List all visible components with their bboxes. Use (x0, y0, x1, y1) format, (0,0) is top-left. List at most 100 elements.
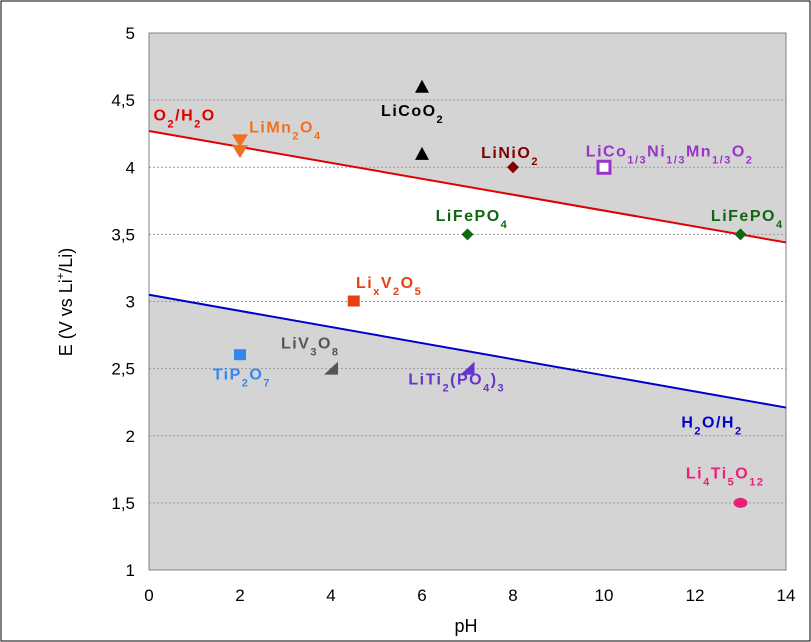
label-subscript: 5 (728, 477, 736, 489)
point-lifepo4 (461, 228, 474, 241)
label-text: O (401, 275, 415, 292)
point-limn2o4 (232, 145, 248, 159)
line-o2h2o (148, 130, 787, 244)
label-text: Ti (711, 466, 728, 483)
label-text: LiV (281, 335, 310, 352)
label-text: O (202, 107, 216, 124)
x-tick-label: 4 (326, 586, 335, 605)
point-licoo2 (415, 146, 429, 160)
label-liconimno2: LiCo1/3Ni1/3Mn1/3O2 (586, 144, 754, 167)
label-subscript: 8 (332, 346, 340, 358)
y-tick-label: 1,5 (111, 494, 135, 513)
y-tick-label: 3 (126, 293, 135, 312)
label-subscript: 2 (531, 156, 539, 168)
y-tick-label: 4,5 (111, 91, 135, 110)
label-text: LiCo (586, 144, 628, 161)
label-tip2o7: TiP2O7 (213, 366, 271, 389)
label-text: TiP (213, 366, 242, 383)
x-axis-label: pH (454, 616, 477, 636)
label-text: /H (175, 107, 194, 124)
label-subscript: 2 (242, 377, 250, 389)
y-axis-label-rest: /Li) (56, 248, 76, 273)
point-limn2o4 (232, 134, 248, 148)
point-lixv2o5 (347, 295, 360, 307)
label-subscript: 1/3 (712, 155, 732, 167)
y-tick-label: 4 (126, 158, 135, 177)
label-text: V (381, 275, 393, 292)
label-text: H (681, 415, 694, 432)
label-subscript: 1/3 (627, 155, 647, 167)
y-tick-label: 3,5 (111, 225, 135, 244)
point-liv3o8 (324, 361, 338, 375)
label-text: O (300, 119, 314, 136)
x-tick-label: 0 (144, 586, 153, 605)
label-subscript: 2 (292, 130, 300, 142)
label-text: O (732, 144, 746, 161)
stability-window-band (149, 131, 786, 408)
point-li4ti5o12 (733, 497, 748, 508)
y-axis-label-main: E (V vs Li (56, 279, 76, 356)
label-subscript: 2 (194, 118, 202, 130)
label-subscript: 4 (483, 383, 491, 395)
x-tick-label: 8 (508, 586, 517, 605)
label-subscript: 2 (735, 426, 743, 438)
label-h2oh2: H2O/H2 (681, 415, 742, 438)
y-tick-labels: 1 1,5 2 2,5 3 3,5 4 4,5 5 (111, 24, 135, 580)
label-subscript: 4 (314, 130, 322, 142)
data-points (232, 79, 748, 508)
label-subscript: 3 (310, 346, 318, 358)
label-text: LiNiO (481, 145, 531, 162)
label-subscript: 2 (437, 114, 445, 126)
label-subscript: 3 (498, 383, 506, 395)
label-subscript: 2 (168, 118, 176, 130)
label-text: O (154, 107, 168, 124)
y-tick-label: 2 (126, 427, 135, 446)
point-tip2o7 (234, 349, 246, 361)
label-limn2o4: LiMn2O4 (249, 119, 322, 142)
label-subscript: x (373, 286, 381, 298)
y-tick-label: 1 (126, 561, 135, 580)
label-subscript: 1/3 (666, 155, 686, 167)
point-labels: O2/H2OLiMn2O4LiCoO2LiNiO2LiCo1/3Ni1/3Mn1… (154, 103, 784, 489)
label-subscript: 2 (443, 383, 451, 395)
label-text: Mn (686, 144, 712, 161)
point-lico13ni13mn13o2 (596, 159, 612, 175)
label-liti2po43: LiTi2(PO4)3 (408, 372, 505, 395)
point-liti2po43 (460, 361, 475, 375)
point-licoo2 (415, 79, 429, 93)
label-text: O (735, 466, 749, 483)
label-text: O (318, 335, 332, 352)
label-text: O (249, 366, 263, 383)
label-subscript: 7 (263, 377, 271, 389)
reference-lines (148, 130, 787, 409)
label-text: Ni (647, 144, 666, 161)
label-subscript: 4 (776, 219, 784, 231)
label-text: ) (491, 372, 498, 389)
y-axis-label-sup: + (55, 273, 67, 279)
point-linio2 (507, 161, 519, 174)
y-tick-label: 2,5 (111, 360, 135, 379)
label-lixv2o5: LixV2O5 (356, 275, 422, 298)
label-subscript: 2 (393, 286, 401, 298)
label-subscript: 2 (694, 426, 702, 438)
label-lifepo4a: LiFePO4 (436, 208, 509, 231)
x-tick-label: 10 (595, 586, 614, 605)
label-text: Li (356, 275, 373, 292)
label-text: LiFePO (711, 208, 776, 225)
x-tick-label: 14 (777, 586, 796, 605)
y-axis-label: E (V vs Li+/Li) (55, 248, 76, 356)
label-subscript: 12 (749, 477, 764, 489)
label-subscript: 4 (703, 477, 711, 489)
x-tick-labels: 0 2 4 6 8 10 12 14 (144, 586, 795, 605)
plot-frame (148, 32, 787, 571)
label-o2h2o: O2/H2O (154, 107, 216, 130)
label-lifepo4b: LiFePO4 (711, 208, 784, 231)
x-tick-label: 12 (686, 586, 705, 605)
x-tick-label: 6 (417, 586, 426, 605)
label-subscript: 2 (746, 155, 754, 167)
point-lifepo4 (734, 228, 747, 241)
label-licoo2: LiCoO2 (381, 103, 444, 126)
label-text: LiTi (408, 372, 442, 389)
label-linio2: LiNiO2 (481, 145, 539, 168)
